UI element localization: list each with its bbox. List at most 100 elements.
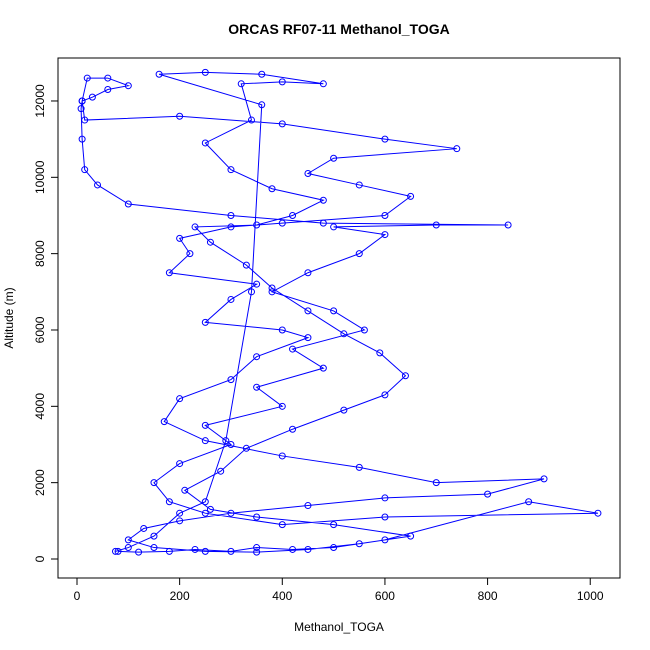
y-axis-label: Altitude (m) bbox=[2, 287, 16, 348]
y-tick-label: 6000 bbox=[33, 316, 47, 343]
data-point bbox=[304, 269, 312, 277]
data-point bbox=[330, 223, 338, 231]
data-point bbox=[278, 402, 286, 410]
data-point bbox=[81, 116, 89, 124]
data-point bbox=[165, 269, 173, 277]
data-point bbox=[176, 460, 184, 468]
data-point bbox=[247, 288, 255, 296]
data-point bbox=[253, 221, 261, 229]
y-tick-label: 4000 bbox=[33, 393, 47, 420]
data-point bbox=[432, 221, 440, 229]
x-tick-label: 400 bbox=[272, 589, 292, 603]
data-point bbox=[242, 261, 250, 269]
data-point bbox=[201, 421, 209, 429]
data-point bbox=[278, 78, 286, 86]
data-point bbox=[140, 524, 148, 532]
data-point bbox=[253, 383, 261, 391]
chart-title: ORCAS RF07-11 Methanol_TOGA bbox=[228, 21, 449, 37]
data-point bbox=[304, 169, 312, 177]
data-point bbox=[278, 521, 286, 529]
data-point bbox=[268, 284, 276, 292]
x-tick-label: 600 bbox=[375, 589, 395, 603]
data-point bbox=[319, 196, 327, 204]
data-point bbox=[304, 545, 312, 553]
data-point bbox=[381, 494, 389, 502]
data-point bbox=[453, 145, 461, 153]
x-axis-label: Methanol_TOGA bbox=[294, 620, 384, 634]
data-point bbox=[78, 97, 86, 105]
data-point bbox=[227, 376, 235, 384]
data-point bbox=[222, 437, 230, 445]
data-point bbox=[319, 80, 327, 88]
data-point bbox=[155, 70, 163, 78]
data-point bbox=[525, 498, 533, 506]
data-point bbox=[381, 536, 389, 544]
data-point bbox=[401, 372, 409, 380]
data-point bbox=[83, 74, 91, 82]
data-point bbox=[407, 532, 415, 540]
data-point bbox=[237, 80, 245, 88]
data-point bbox=[81, 166, 89, 174]
data-point bbox=[124, 82, 132, 90]
data-point bbox=[150, 479, 158, 487]
data-point bbox=[278, 219, 286, 227]
data-point bbox=[268, 185, 276, 193]
data-point bbox=[242, 444, 250, 452]
data-point bbox=[201, 318, 209, 326]
data-point bbox=[355, 250, 363, 258]
data-point bbox=[191, 545, 199, 553]
data-point bbox=[407, 192, 415, 200]
data-point bbox=[201, 139, 209, 147]
data-point bbox=[227, 547, 235, 555]
y-tick-label: 10000 bbox=[33, 160, 47, 194]
data-point bbox=[124, 536, 132, 544]
data-point bbox=[150, 544, 158, 552]
data-point bbox=[289, 545, 297, 553]
data-point bbox=[176, 509, 184, 517]
data-point bbox=[381, 135, 389, 143]
data-point bbox=[88, 93, 96, 101]
data-point bbox=[94, 181, 102, 189]
data-point bbox=[160, 418, 168, 426]
data-point bbox=[201, 68, 209, 76]
y-tick-label: 8000 bbox=[33, 240, 47, 267]
data-point bbox=[253, 548, 261, 556]
data-point bbox=[176, 395, 184, 403]
data-point bbox=[289, 211, 297, 219]
data-point bbox=[114, 547, 122, 555]
data-point bbox=[227, 509, 235, 517]
data-point bbox=[104, 74, 112, 82]
data-point bbox=[381, 211, 389, 219]
x-tick-label: 0 bbox=[74, 589, 81, 603]
x-tick-label: 800 bbox=[478, 589, 498, 603]
data-point bbox=[540, 475, 548, 483]
data-point bbox=[355, 540, 363, 548]
data-point bbox=[186, 250, 194, 258]
data-point bbox=[355, 181, 363, 189]
data-point bbox=[253, 353, 261, 361]
data-point bbox=[227, 166, 235, 174]
data-point bbox=[124, 200, 132, 208]
data-point bbox=[504, 221, 512, 229]
data-point bbox=[289, 345, 297, 353]
data-point bbox=[206, 505, 214, 513]
data-point bbox=[217, 467, 225, 475]
data-point bbox=[594, 509, 602, 517]
x-tick-label: 200 bbox=[170, 589, 190, 603]
data-point bbox=[111, 547, 119, 555]
data-point bbox=[360, 326, 368, 334]
data-point bbox=[330, 154, 338, 162]
data-point bbox=[191, 223, 199, 231]
data-point bbox=[289, 425, 297, 433]
data-point bbox=[258, 70, 266, 78]
data-point bbox=[176, 112, 184, 120]
data-point bbox=[201, 509, 209, 517]
data-point bbox=[304, 502, 312, 510]
y-tick-label: 0 bbox=[33, 555, 47, 562]
data-point bbox=[432, 479, 440, 487]
data-point bbox=[227, 223, 235, 231]
data-point bbox=[201, 437, 209, 445]
data-point bbox=[227, 295, 235, 303]
data-point bbox=[201, 498, 209, 506]
data-point bbox=[201, 547, 209, 555]
